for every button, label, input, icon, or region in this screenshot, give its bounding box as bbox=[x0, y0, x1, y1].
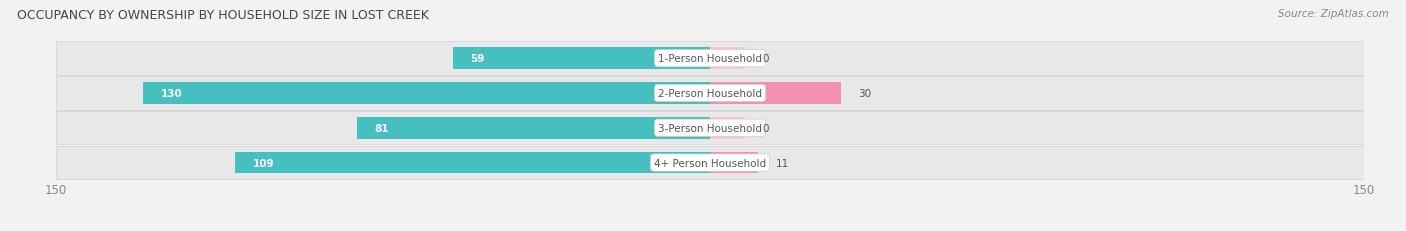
Text: 59: 59 bbox=[470, 54, 485, 64]
Bar bbox=[56, 77, 1364, 110]
Bar bbox=[710, 152, 758, 174]
Bar bbox=[56, 146, 1364, 179]
Text: 1-Person Household: 1-Person Household bbox=[658, 54, 762, 64]
Text: 0: 0 bbox=[762, 123, 769, 133]
Text: 130: 130 bbox=[160, 88, 183, 99]
Bar bbox=[56, 42, 1364, 76]
Text: 30: 30 bbox=[858, 88, 872, 99]
Text: 4+ Person Household: 4+ Person Household bbox=[654, 158, 766, 168]
Text: OCCUPANCY BY OWNERSHIP BY HOUSEHOLD SIZE IN LOST CREEK: OCCUPANCY BY OWNERSHIP BY HOUSEHOLD SIZE… bbox=[17, 9, 429, 22]
Text: 109: 109 bbox=[252, 158, 274, 168]
Bar bbox=[710, 48, 745, 70]
Bar bbox=[710, 83, 841, 104]
Bar bbox=[143, 83, 710, 104]
Bar bbox=[56, 112, 1364, 145]
Bar bbox=[453, 48, 710, 70]
Text: 81: 81 bbox=[374, 123, 389, 133]
Text: 3-Person Household: 3-Person Household bbox=[658, 123, 762, 133]
Bar bbox=[357, 118, 710, 139]
Bar bbox=[235, 152, 710, 174]
Bar bbox=[710, 118, 745, 139]
Text: 2-Person Household: 2-Person Household bbox=[658, 88, 762, 99]
Text: 11: 11 bbox=[776, 158, 789, 168]
Text: Source: ZipAtlas.com: Source: ZipAtlas.com bbox=[1278, 9, 1389, 19]
Text: 0: 0 bbox=[762, 54, 769, 64]
